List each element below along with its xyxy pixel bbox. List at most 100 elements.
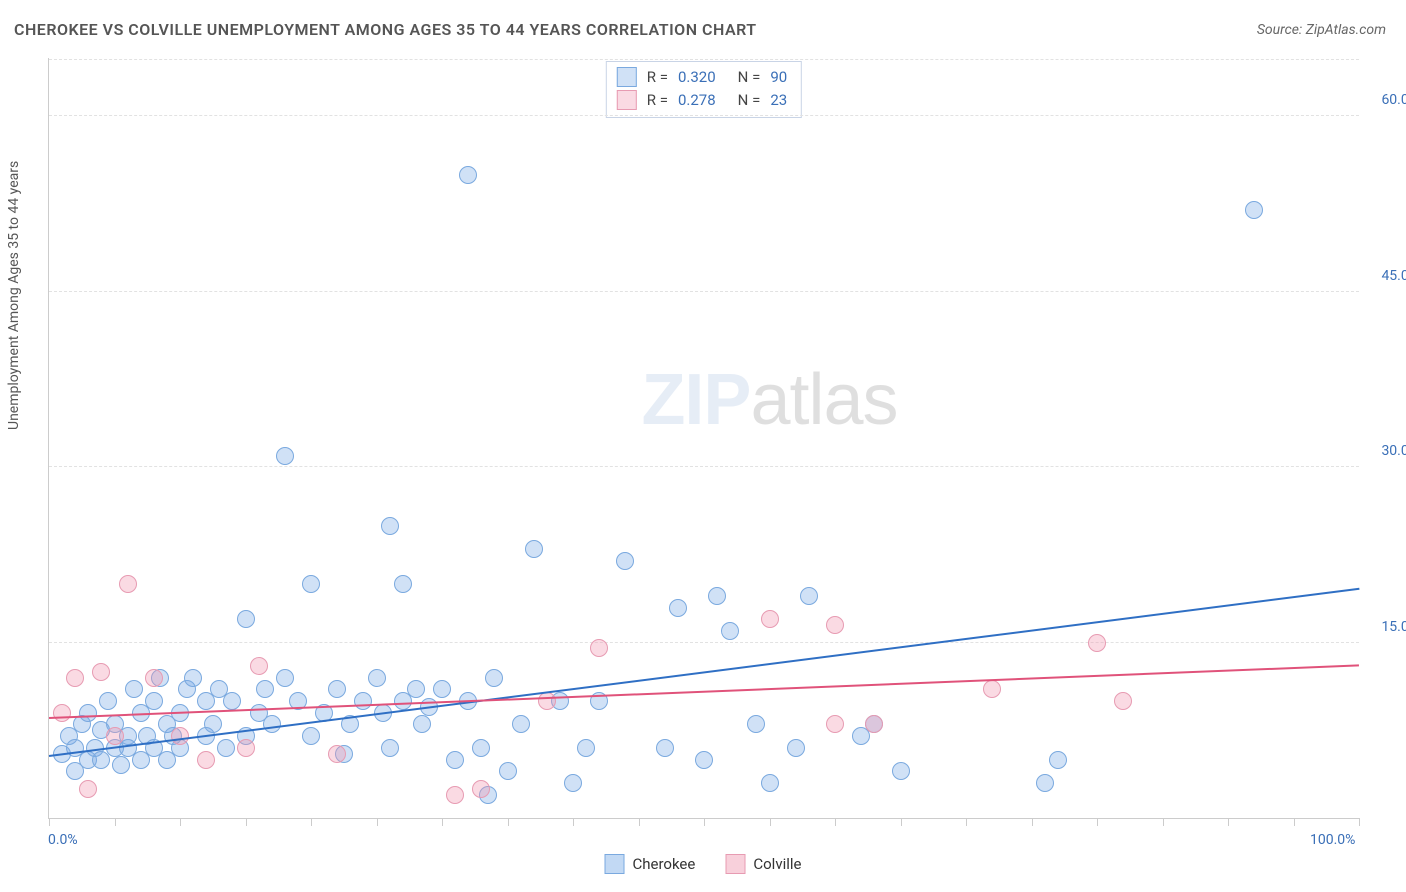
- x-axis-min-label: 0.0%: [48, 832, 78, 848]
- data-point: [106, 727, 124, 745]
- watermark: ZIPatlas: [641, 359, 897, 441]
- gridline: [49, 466, 1359, 467]
- x-tick: [377, 818, 378, 826]
- x-tick: [1163, 818, 1164, 826]
- data-point: [695, 751, 713, 769]
- x-tick: [1294, 818, 1295, 826]
- data-point: [983, 680, 1001, 698]
- data-point: [892, 762, 910, 780]
- y-tick-label: 30.0%: [1364, 443, 1406, 459]
- data-point: [590, 639, 608, 657]
- series-swatch: [617, 90, 637, 110]
- data-point: [99, 692, 117, 710]
- data-point: [197, 751, 215, 769]
- data-point: [499, 762, 517, 780]
- series-swatch: [617, 67, 637, 87]
- gridline: [49, 642, 1359, 643]
- stats-row: R = 0.320N = 90: [617, 66, 787, 89]
- data-point: [525, 540, 543, 558]
- data-point: [302, 727, 320, 745]
- x-tick: [770, 818, 771, 826]
- x-tick: [966, 818, 967, 826]
- data-point: [171, 727, 189, 745]
- data-point: [433, 680, 451, 698]
- x-tick: [311, 818, 312, 826]
- data-point: [237, 610, 255, 628]
- data-point: [223, 692, 241, 710]
- y-axis-label: Unemployment Among Ages 35 to 44 years: [6, 161, 22, 430]
- stat-n-value: 23: [770, 89, 787, 112]
- source-label: Source: ZipAtlas.com: [1257, 22, 1386, 38]
- x-tick: [704, 818, 705, 826]
- data-point: [538, 692, 556, 710]
- x-axis-max-label: 100.0%: [1310, 832, 1355, 848]
- x-tick: [573, 818, 574, 826]
- data-point: [407, 680, 425, 698]
- scatter-plot: ZIPatlas R = 0.320N = 90R = 0.278N = 23 …: [48, 58, 1359, 819]
- data-point: [577, 739, 595, 757]
- data-point: [381, 517, 399, 535]
- stat-r-label: R =: [647, 89, 668, 112]
- data-point: [1088, 634, 1106, 652]
- x-tick: [508, 818, 509, 826]
- data-point: [865, 715, 883, 733]
- legend-item: Cherokee: [605, 854, 696, 874]
- data-point: [328, 680, 346, 698]
- data-point: [708, 587, 726, 605]
- data-point: [256, 680, 274, 698]
- data-point: [616, 552, 634, 570]
- x-tick: [639, 818, 640, 826]
- gridline: [49, 59, 1359, 60]
- stat-n-label: N =: [738, 89, 761, 112]
- data-point: [302, 575, 320, 593]
- data-point: [669, 599, 687, 617]
- data-point: [472, 739, 490, 757]
- x-tick: [49, 818, 50, 826]
- data-point: [472, 780, 490, 798]
- data-point: [446, 751, 464, 769]
- data-point: [276, 669, 294, 687]
- stat-r-label: R =: [647, 66, 668, 89]
- data-point: [1245, 201, 1263, 219]
- data-point: [250, 657, 268, 675]
- data-point: [92, 663, 110, 681]
- data-point: [394, 575, 412, 593]
- x-tick: [180, 818, 181, 826]
- data-point: [145, 669, 163, 687]
- data-point: [459, 166, 477, 184]
- data-point: [112, 756, 130, 774]
- data-point: [1114, 692, 1132, 710]
- y-tick-label: 45.0%: [1364, 268, 1406, 284]
- data-point: [800, 587, 818, 605]
- data-point: [204, 715, 222, 733]
- x-tick: [115, 818, 116, 826]
- stats-row: R = 0.278 N = 23: [617, 89, 787, 112]
- data-point: [721, 622, 739, 640]
- data-point: [826, 715, 844, 733]
- data-point: [446, 786, 464, 804]
- y-tick-label: 15.0%: [1364, 619, 1406, 635]
- stat-r-value: 0.278: [678, 89, 716, 112]
- legend-item: Colville: [725, 854, 801, 874]
- chart-title: CHEROKEE VS COLVILLE UNEMPLOYMENT AMONG …: [14, 20, 757, 39]
- data-point: [184, 669, 202, 687]
- data-point: [413, 715, 431, 733]
- data-point: [276, 447, 294, 465]
- data-point: [381, 739, 399, 757]
- data-point: [747, 715, 765, 733]
- data-point: [656, 739, 674, 757]
- data-point: [66, 669, 84, 687]
- data-point: [328, 745, 346, 763]
- x-tick: [246, 818, 247, 826]
- data-point: [485, 669, 503, 687]
- x-tick: [901, 818, 902, 826]
- data-point: [1036, 774, 1054, 792]
- data-point: [354, 692, 372, 710]
- gridline: [49, 115, 1359, 116]
- data-point: [787, 739, 805, 757]
- data-point: [53, 704, 71, 722]
- x-tick: [835, 818, 836, 826]
- y-tick-label: 60.0%: [1364, 92, 1406, 108]
- x-tick: [1228, 818, 1229, 826]
- legend-swatch: [725, 854, 745, 874]
